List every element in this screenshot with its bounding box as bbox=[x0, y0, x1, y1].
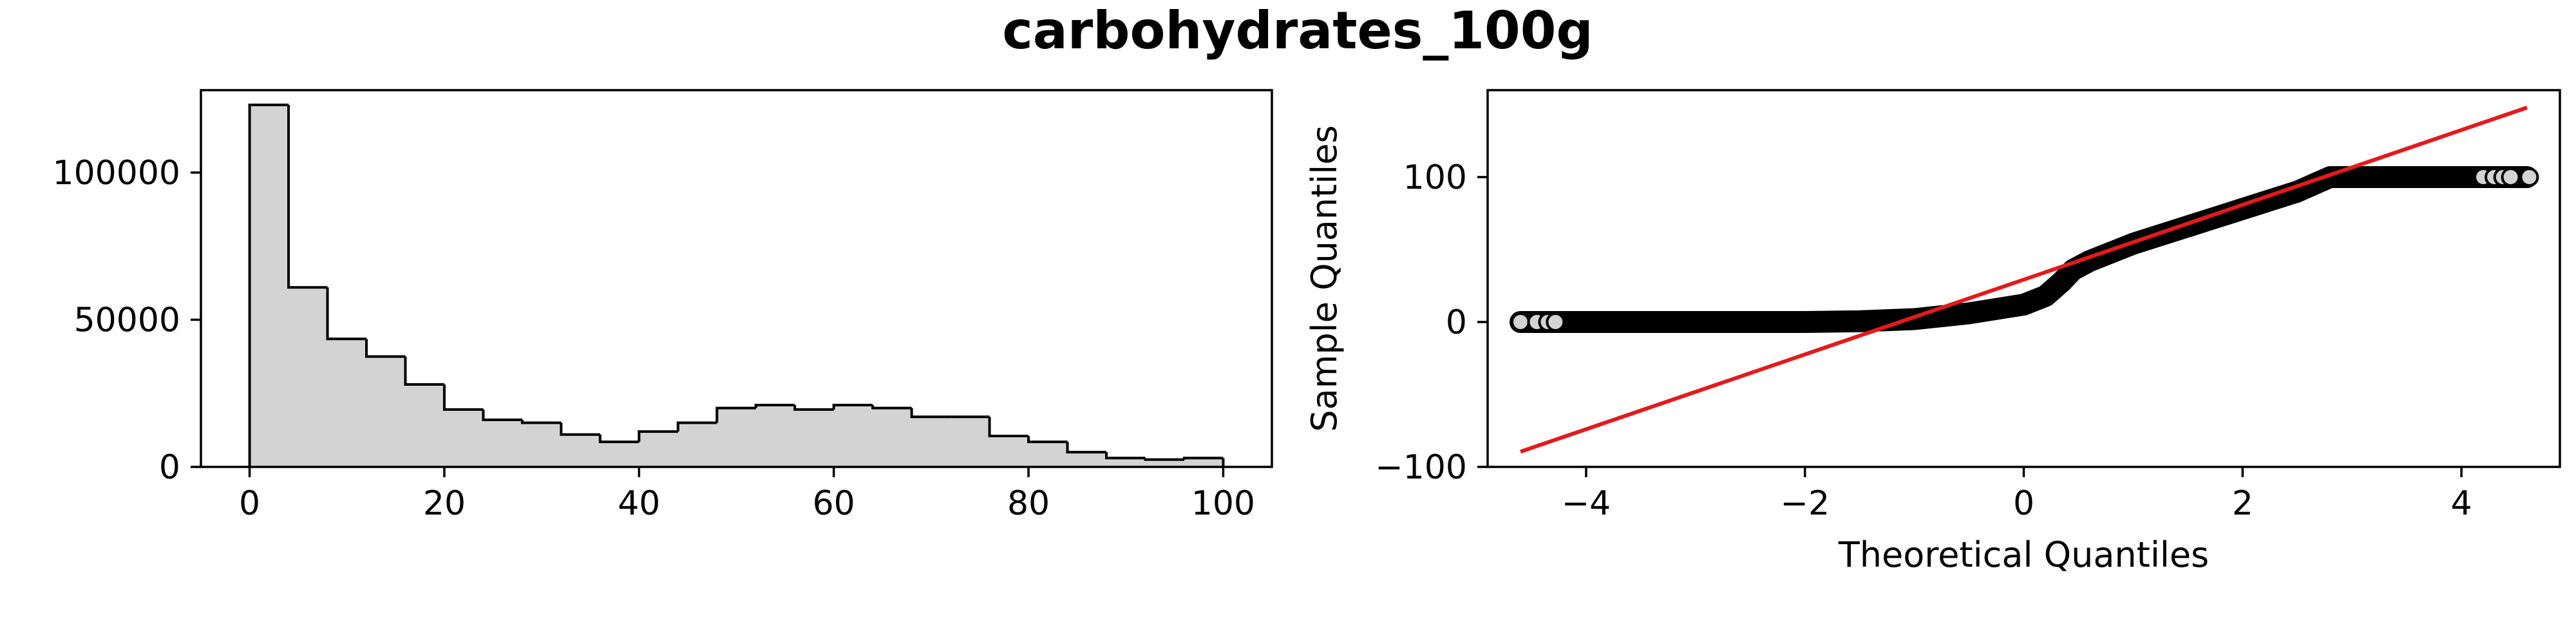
histogram-bar bbox=[988, 417, 1029, 438]
histogram-bar bbox=[560, 422, 600, 436]
histogram-bar bbox=[520, 419, 562, 424]
histogram-bar bbox=[910, 408, 951, 419]
qq-y-axis-label: Sample Quantiles bbox=[1304, 125, 1345, 431]
qq-sample-quantile-points bbox=[1509, 166, 2539, 333]
histogram-bar bbox=[1104, 452, 1146, 460]
histogram-x-tick-label: 60 bbox=[813, 484, 855, 523]
histogram-bar bbox=[1027, 436, 1068, 444]
qq-reference-line bbox=[1519, 106, 2528, 454]
histogram-bar bbox=[1066, 442, 1106, 454]
histogram-bar bbox=[832, 404, 873, 410]
histogram-chart: 0 20 40 60 80 100 0 50000 100000 bbox=[52, 89, 1273, 523]
histogram-x-tick-label: 80 bbox=[1007, 484, 1050, 523]
histogram-fill bbox=[249, 104, 1224, 467]
qq-x-tick-label: 4 bbox=[2451, 484, 2472, 523]
histogram-bar bbox=[1144, 458, 1184, 461]
histogram-bar bbox=[248, 103, 289, 467]
figure-title: carbohydrates_100g bbox=[1002, 1, 1593, 61]
qq-y-tick-label: 100 bbox=[1403, 158, 1467, 197]
qq-x-tick-label: −2 bbox=[1780, 484, 1830, 523]
qq-point bbox=[2519, 167, 2539, 187]
histogram-bar bbox=[442, 384, 484, 411]
qq-y-tick-label: −100 bbox=[1375, 448, 1467, 487]
histogram-bar bbox=[638, 430, 678, 442]
histogram-y-tick-label: 0 bbox=[159, 448, 180, 487]
histogram-bar bbox=[1182, 457, 1224, 460]
qq-x-tick-label: 2 bbox=[2232, 484, 2253, 523]
histogram-y-tick-label: 50000 bbox=[74, 301, 180, 339]
histogram-bar bbox=[793, 405, 834, 411]
histogram-bar bbox=[676, 421, 717, 432]
histogram-bar bbox=[754, 404, 795, 408]
histogram-bar bbox=[365, 339, 406, 358]
histogram-x-tick-label: 0 bbox=[239, 484, 260, 523]
qq-point bbox=[1510, 312, 1530, 332]
histogram-bar bbox=[598, 434, 639, 444]
histogram-bar bbox=[482, 409, 522, 421]
histogram-x-tick-label: 40 bbox=[618, 484, 660, 523]
histogram-y-tick-label: 100000 bbox=[52, 154, 180, 193]
histogram-bar bbox=[715, 406, 756, 423]
histogram-axes-frame bbox=[200, 89, 1273, 468]
qq-x-tick-label: 0 bbox=[2013, 484, 2034, 523]
histogram-x-tick-label: 100 bbox=[1191, 484, 1255, 523]
qq-x-axis-label: Theoretical Quantiles bbox=[1838, 535, 2209, 575]
qq-y-tick-label: 0 bbox=[1446, 303, 1467, 342]
histogram-bar bbox=[287, 104, 328, 289]
histogram-bar bbox=[326, 287, 367, 341]
histogram-bar bbox=[871, 405, 912, 410]
qq-point bbox=[1546, 312, 1566, 332]
histogram-bar bbox=[404, 356, 444, 386]
qq-point bbox=[2501, 167, 2521, 187]
qq-plot-chart: −4 −2 0 2 4 −100 0 100 Theoretical Quantiles Samp… bbox=[1304, 89, 2561, 575]
qq-x-tick-label: −4 bbox=[1562, 484, 1611, 523]
histogram-x-tick-label: 20 bbox=[423, 484, 466, 523]
